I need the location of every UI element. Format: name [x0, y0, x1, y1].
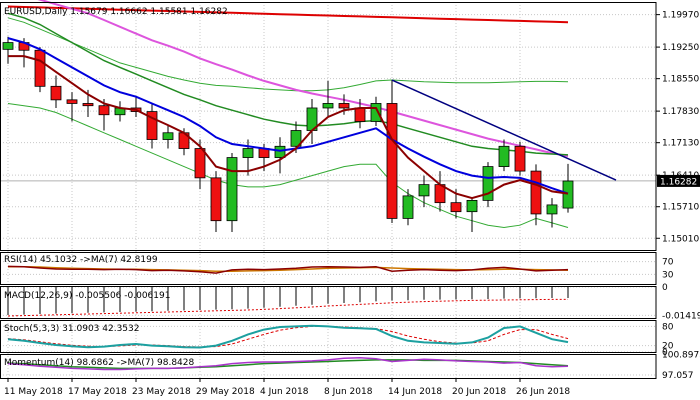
x-tick-label: 8 Jun 2018	[324, 387, 373, 397]
bull-candle	[370, 103, 382, 122]
bear-candle	[514, 145, 526, 172]
bull-candle	[322, 103, 334, 109]
ma-green-line	[7, 12, 569, 156]
stoch-label: Stoch(5,3,3) 31.0903 42.3532	[4, 324, 139, 334]
bull-candle	[466, 199, 478, 213]
bear-candle	[34, 49, 46, 87]
bull-candle	[482, 166, 494, 201]
bear-candle	[50, 85, 62, 101]
x-tick-label: 20 Jun 2018	[452, 387, 506, 397]
bull-candle	[498, 145, 510, 167]
bear-candle	[450, 202, 462, 213]
last-price-label: 1.16282	[660, 177, 697, 187]
macd-label: MACD(12,26,9) -0.005506 -0.006191	[4, 291, 170, 301]
rsi-panel	[0, 261, 656, 275]
chart-title: EURUSD,Daily 1.15679 1.16662 1.15581 1.1…	[4, 7, 228, 17]
bear-candle	[354, 107, 366, 122]
bear-candle	[386, 103, 398, 219]
rsi-label: RSI(14) 45.1032 ->MA(7) 42.8199	[4, 255, 158, 265]
bear-candle	[530, 170, 542, 215]
x-tick-label: 29 May 2018	[196, 387, 255, 397]
trendline	[391, 79, 617, 181]
y-tick-label: 1.17830	[662, 107, 699, 117]
y-tick-label: 1.17130	[662, 139, 699, 149]
bull-candle	[226, 157, 238, 222]
panel-tick-label: 80	[662, 322, 674, 332]
panel-tick-label: 20	[662, 342, 674, 352]
y-tick-label: 1.15010	[662, 234, 699, 244]
macd-signal-line	[7, 298, 568, 317]
bull-candle	[546, 204, 558, 215]
x-tick-label: 14 Jun 2018	[388, 387, 442, 397]
upper-band-line	[7, 17, 569, 92]
panel-tick-label: 70	[662, 258, 674, 268]
x-tick-label: 23 May 2018	[132, 387, 191, 397]
x-tick-label: 4 Jun 2018	[260, 387, 309, 397]
rsi-panel-frame	[0, 252, 657, 285]
macd-panel-frame	[0, 286, 657, 319]
price-panel-frame	[0, 2, 657, 251]
ma-fast-line	[8, 55, 569, 200]
momentum-label: Momentum(14) 98.6862 ->MA(7) 98.8428	[4, 358, 195, 368]
ma-red-line	[7, 5, 569, 24]
panel-tick-label: 0	[662, 348, 668, 358]
bull-candle	[2, 42, 14, 50]
panel-tick-label: 100.8973	[662, 351, 700, 361]
price-panel	[2, 0, 617, 232]
ma-blue-line	[7, 37, 569, 195]
momentum-line	[7, 356, 569, 371]
bull-candle	[418, 184, 430, 197]
bull-candle	[562, 180, 574, 209]
bear-candle	[146, 111, 158, 140]
y-tick-label: 1.19970	[662, 11, 699, 21]
panel-tick-label: -0.014194	[662, 311, 700, 321]
bear-candle	[66, 99, 78, 104]
panel-tick-label: 30	[662, 270, 674, 280]
x-tick-label: 26 Jun 2018	[516, 387, 570, 397]
lower-band-line	[7, 103, 569, 229]
stoch-panel-frame	[0, 320, 657, 353]
bear-candle	[98, 105, 110, 116]
y-tick-label: 1.19250	[662, 43, 699, 53]
y-tick-label: 1.18550	[662, 75, 699, 85]
x-tick-label: 11 May 2018	[4, 387, 63, 397]
bear-candle	[82, 103, 94, 107]
bear-candle	[194, 148, 206, 179]
stoch-k-line	[7, 324, 569, 349]
bear-candle	[210, 177, 222, 222]
panel-tick-label: 97.057	[662, 371, 694, 381]
bull-candle	[402, 195, 414, 219]
bull-candle	[290, 130, 302, 147]
rsi-line	[7, 265, 569, 274]
panel-tick-label: 0	[662, 283, 668, 293]
bull-candle	[162, 132, 174, 140]
x-tick-label: 17 May 2018	[68, 387, 127, 397]
last-price-tag	[657, 174, 700, 187]
bear-candle	[338, 103, 350, 109]
labels-layer: EURUSD,Daily 1.15679 1.16662 1.15581 1.1…	[4, 7, 228, 368]
ma-magenta-line	[37, 0, 569, 158]
bull-candle	[274, 145, 286, 158]
y-tick-label: 1.15710	[662, 203, 699, 213]
bull-candle	[242, 148, 254, 158]
